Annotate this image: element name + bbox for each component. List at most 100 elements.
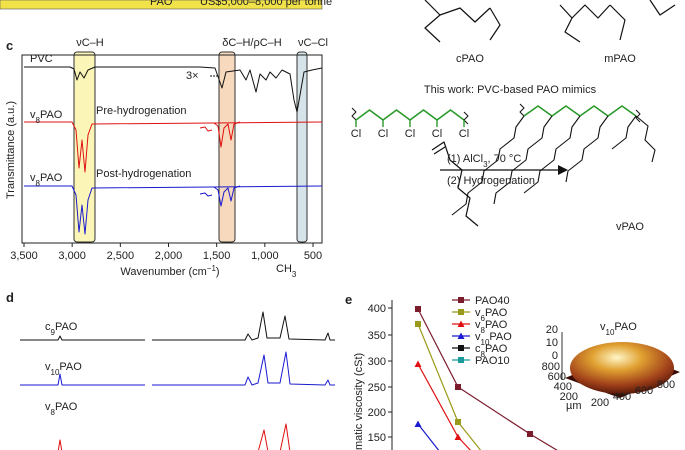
nmr-v10 <box>152 351 335 386</box>
x-tick-label: 1,500 <box>203 250 231 262</box>
structure-label: mPAO <box>604 53 636 65</box>
structure-label: cPAO <box>456 53 484 65</box>
mpao-chain <box>559 4 611 19</box>
spectrum-post-b <box>199 192 213 197</box>
header-row: PAO <box>150 0 173 8</box>
atom-label: Cl <box>405 128 415 140</box>
trace-note: Post-hydrogenation <box>96 168 191 180</box>
pvc-backbone <box>355 109 465 121</box>
nmr-v10 <box>20 373 145 386</box>
side-chain <box>635 115 656 163</box>
spectrum-pvc <box>24 66 323 113</box>
cpao-chain <box>439 7 491 23</box>
viscosity-line <box>417 308 558 450</box>
text-part: PAO <box>485 343 508 355</box>
nmr-c9 <box>152 311 335 341</box>
text-part: v <box>600 321 606 333</box>
inset-tick: 600 <box>548 371 566 383</box>
text-part: CH <box>276 263 292 275</box>
inset-tick: 400 <box>554 381 572 393</box>
y-tick-label: 150 <box>368 432 386 444</box>
x-tick-label: 500 <box>304 250 322 262</box>
trace-name: v8PAO <box>30 172 63 188</box>
x-tick-label: 1,000 <box>251 250 279 262</box>
y-axis-label: matic viscosity (cSt) <box>353 353 365 450</box>
text-part: PAO <box>40 109 63 121</box>
text-part: 8 <box>481 350 486 359</box>
marker <box>458 297 464 303</box>
spectrum-pre-c <box>213 121 241 148</box>
inset-title: v10PAO <box>600 321 637 337</box>
trace-name: v8PAO <box>45 401 78 417</box>
marker <box>458 309 464 315</box>
inset-tick: 800 <box>657 379 675 391</box>
text-part: PAO <box>40 172 63 184</box>
y-tick-label: 400 <box>368 303 386 315</box>
text-part: 3 <box>483 160 488 169</box>
text-part: PAO <box>485 319 508 331</box>
y-axis-label: Transmittance (a.u.) <box>5 101 17 199</box>
marker <box>527 431 533 437</box>
marker <box>457 320 465 327</box>
text-part: Wavenumber (cm <box>120 266 206 278</box>
inset-tick: 0 <box>552 350 558 362</box>
plot-frame <box>21 54 323 244</box>
marker <box>455 384 461 390</box>
section-title: This work: PVC-based PAO mimics <box>424 84 597 96</box>
y-tick-label: 200 <box>368 407 386 419</box>
trace-name: c9PAO <box>45 321 78 337</box>
legend-label: PAO40 <box>475 295 510 307</box>
nmr-v8 <box>258 423 291 450</box>
spectrum-pre-b <box>199 126 213 132</box>
side-chain <box>565 115 609 183</box>
highlight-band <box>296 51 308 243</box>
inset-unit: µm <box>566 400 582 412</box>
atom-label: Cl <box>351 128 361 140</box>
nmr-v8 <box>57 439 63 450</box>
peak-label: CH3 <box>276 263 297 279</box>
inset-tick: 200 <box>560 391 578 403</box>
text-part: , 70 °C <box>488 153 522 165</box>
inset-tick: 10 <box>546 337 558 349</box>
marker <box>455 419 461 425</box>
vpao-backbone <box>523 105 637 117</box>
viscosity-line <box>417 323 482 450</box>
text-part: c <box>45 321 51 333</box>
text-part: v <box>30 109 36 121</box>
text-part: v <box>45 401 51 413</box>
x-tick-label: 3,500 <box>10 250 38 262</box>
marker <box>415 306 421 312</box>
text-part: PAO40 <box>475 295 510 307</box>
band-label: νC–Cl <box>298 37 328 49</box>
side-chain <box>611 115 637 150</box>
legend-label: v8PAO <box>475 319 508 335</box>
text-part: c <box>475 343 481 355</box>
scale-note: 3× <box>186 70 199 82</box>
viscosity-line <box>417 363 471 450</box>
legend-label: PAO10 <box>475 355 510 367</box>
header-price: US$5,000–8,000 per tonne <box>200 0 332 8</box>
spectrum-post-c <box>213 185 241 207</box>
text-part: 10 <box>606 328 615 337</box>
wavy-end <box>463 111 469 125</box>
text-part: v <box>30 172 36 184</box>
text-part: 6 <box>481 314 486 323</box>
panel-label: d <box>6 290 14 305</box>
side-chain <box>493 115 553 205</box>
marker <box>415 321 421 327</box>
marker <box>457 332 465 339</box>
atom-label: Cl <box>459 128 469 140</box>
side-chain <box>451 115 525 216</box>
marker <box>458 357 464 363</box>
nmr-c9 <box>20 335 145 341</box>
y-tick-label: 350 <box>368 330 386 342</box>
text-part: ) <box>216 266 220 278</box>
text-part: PAO <box>489 331 512 343</box>
side-chain <box>523 115 581 194</box>
marker <box>414 360 422 367</box>
text-part: (1) AlCl <box>447 153 483 165</box>
text-part: 3 <box>292 270 297 279</box>
text-part: PAO10 <box>475 355 510 367</box>
text-part: v <box>475 307 481 319</box>
